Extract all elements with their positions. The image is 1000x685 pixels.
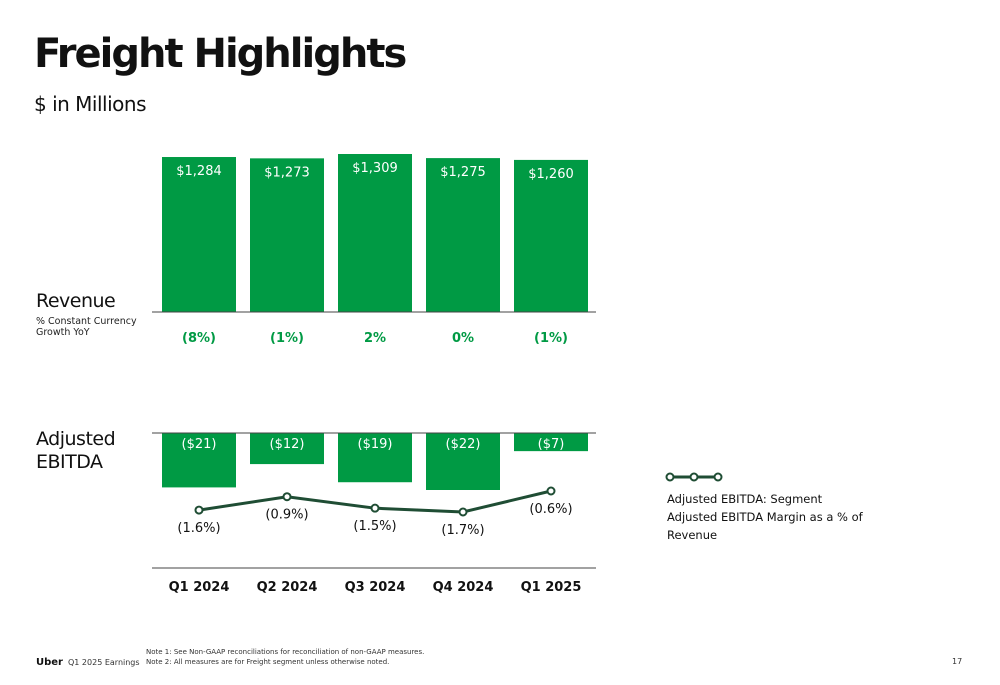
revenue-bar — [426, 158, 500, 312]
margin-point — [194, 505, 204, 515]
growth-label: (1%) — [270, 331, 304, 346]
margin-label: (0.6%) — [529, 502, 572, 517]
margin-label: (0.9%) — [265, 508, 308, 523]
category-label: Q1 2025 — [521, 580, 582, 595]
revenue-bar-label: $1,284 — [176, 164, 222, 179]
page-subtitle: $ in Millions — [34, 92, 147, 116]
margin-point — [546, 486, 556, 496]
margin-label: (1.6%) — [177, 521, 220, 536]
legend-point-icon — [713, 472, 723, 482]
ebitda-label: Adjusted EBITDA — [36, 428, 116, 473]
margin-point — [458, 507, 468, 517]
ebitda-bar — [250, 433, 324, 465]
margin-point — [370, 503, 380, 513]
growth-label: (1%) — [534, 331, 568, 346]
revenue-bar-label: $1,260 — [528, 167, 574, 182]
category-label: Q4 2024 — [433, 580, 494, 595]
revenue-bar — [250, 158, 324, 312]
ebitda-bar — [338, 433, 412, 483]
ebitda-bar-label: ($12) — [270, 437, 305, 452]
category-label: Q2 2024 — [257, 580, 318, 595]
footer-deck: Q1 2025 Earnings — [68, 658, 140, 667]
revenue-label: Revenue — [36, 290, 116, 312]
footer-brand: Uber — [36, 657, 63, 668]
margin-point — [282, 492, 292, 502]
ebitda-bar — [162, 433, 236, 488]
growth-label: 0% — [452, 331, 474, 346]
legend-text: Adjusted EBITDA: Segment Adjusted EBITDA… — [667, 492, 863, 542]
revenue-bar — [162, 157, 236, 312]
growth-label: 2% — [364, 331, 386, 346]
ebitda-bar-label: ($7) — [538, 437, 565, 452]
page-number: 17 — [952, 657, 963, 666]
category-label: Q1 2024 — [169, 580, 230, 595]
category-label: Q3 2024 — [345, 580, 406, 595]
revenue-bar-label: $1,275 — [440, 165, 486, 180]
revenue-bar-label: $1,273 — [264, 165, 310, 180]
ebitda-bar-label: ($21) — [182, 437, 217, 452]
page-title: Freight Highlights — [34, 31, 407, 77]
ebitda-bar-label: ($19) — [358, 437, 393, 452]
revenue-bar — [338, 154, 412, 312]
growth-label: (8%) — [182, 331, 216, 346]
legend-point-icon — [689, 472, 699, 482]
growth-caption: % Constant Currency Growth YoY — [36, 316, 137, 338]
margin-label: (1.7%) — [441, 523, 484, 538]
revenue-bar — [514, 159, 588, 312]
ebitda-bar — [426, 433, 500, 490]
footnote-1: Note 1: See Non-GAAP reconciliations for… — [146, 648, 425, 656]
revenue-bar-label: $1,309 — [352, 161, 398, 176]
legend-point-icon — [665, 472, 675, 482]
margin-label: (1.5%) — [353, 519, 396, 534]
footer-notes: Note 1: See Non-GAAP reconciliations for… — [146, 647, 424, 667]
ebitda-bar-label: ($22) — [446, 437, 481, 452]
footnote-2: Note 2: All measures are for Freight seg… — [146, 658, 390, 666]
ebitda-bar — [514, 433, 588, 452]
